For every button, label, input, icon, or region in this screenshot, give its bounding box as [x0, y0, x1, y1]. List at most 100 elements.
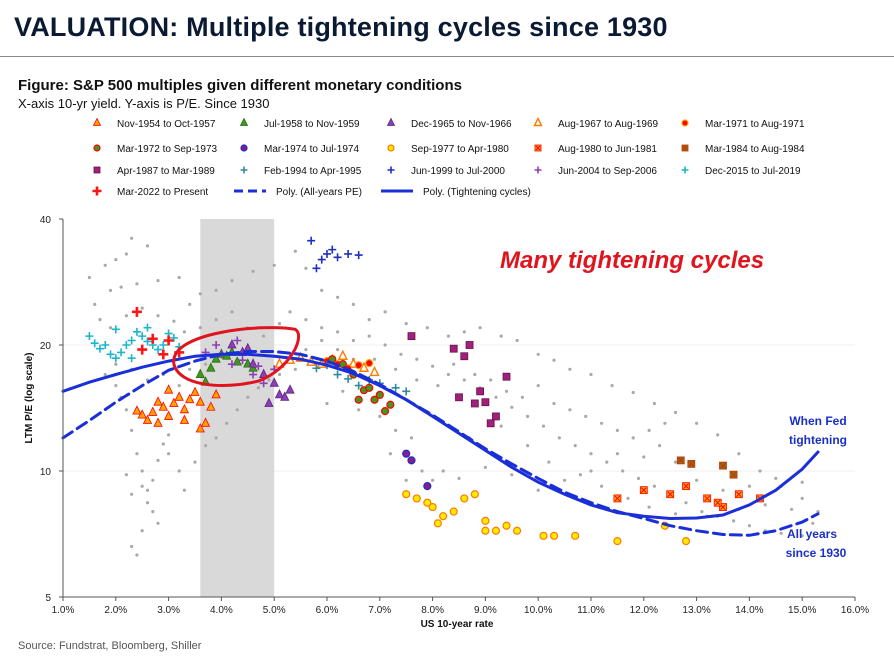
gray-point — [103, 263, 107, 267]
gray-point — [167, 433, 171, 437]
source-note: Source: Fundstrat, Bloomberg, Shiller — [18, 640, 202, 652]
data-point — [428, 502, 437, 512]
legend-marker — [239, 117, 249, 126]
gray-point — [452, 362, 456, 366]
gray-point — [267, 378, 271, 382]
legend-marker — [533, 116, 543, 127]
data-point — [122, 341, 131, 349]
data-point — [337, 349, 348, 360]
data-point — [370, 395, 379, 404]
data-point — [380, 407, 390, 416]
gray-point — [578, 473, 583, 477]
data-point — [344, 374, 353, 383]
data-point — [481, 398, 490, 407]
gray-point — [615, 428, 620, 432]
data-point — [269, 377, 279, 387]
legend-label: Feb-1994 to Apr-1995 — [264, 166, 362, 177]
gray-point — [135, 282, 139, 286]
x-tick-label: 1.0% — [52, 605, 75, 616]
gray-point — [336, 330, 340, 334]
gray-point — [325, 401, 329, 406]
gray-point — [177, 384, 181, 388]
data-point — [238, 356, 247, 365]
series-mar-1974-to-jul-1974 — [402, 449, 432, 491]
data-point — [713, 498, 722, 507]
gray-point — [167, 452, 171, 456]
legend-label: Mar-1972 to Sep-1973 — [117, 144, 218, 155]
gray-point — [489, 378, 493, 382]
legend-marker — [92, 117, 102, 126]
series-jun-1999-to-jul-2000 — [307, 236, 363, 273]
gray-point — [663, 421, 667, 425]
legend-marker — [387, 166, 395, 174]
data-point — [449, 507, 458, 516]
data-point — [492, 412, 500, 421]
data-point — [402, 490, 411, 499]
data-point — [132, 327, 141, 336]
data-point — [549, 531, 559, 540]
legend-label: Mar-1971 to Aug-1971 — [705, 119, 805, 130]
data-point — [163, 335, 174, 346]
gray-point — [161, 442, 165, 446]
data-point — [571, 531, 580, 540]
gray-point — [108, 326, 113, 330]
data-point — [682, 482, 690, 491]
gray-point — [652, 484, 657, 488]
x-tick-label: 6.0% — [316, 605, 339, 616]
gray-point — [151, 478, 155, 482]
data-point — [687, 459, 696, 468]
gray-point — [568, 408, 572, 412]
data-point — [174, 391, 184, 401]
gray-point — [204, 444, 208, 448]
gray-point — [288, 310, 292, 314]
gray-point — [673, 460, 678, 464]
data-point — [486, 419, 495, 428]
data-point — [312, 264, 321, 273]
data-point — [481, 526, 490, 535]
data-point — [407, 332, 416, 341]
poly-all-years-line — [61, 350, 820, 537]
data-point — [512, 526, 522, 535]
gray-point — [520, 395, 525, 399]
gray-point — [536, 384, 540, 388]
gray-point — [272, 263, 276, 267]
data-point — [460, 352, 469, 361]
gray-point — [631, 390, 635, 395]
data-point — [460, 494, 469, 503]
data-point — [344, 249, 353, 258]
data-point — [143, 337, 152, 346]
gray-point — [130, 544, 134, 549]
legend-label: Poly. (Tightening cycles) — [423, 187, 531, 198]
gray-point — [140, 529, 144, 533]
gray-point — [700, 510, 704, 514]
gray-point — [188, 302, 192, 306]
gray-point — [747, 524, 752, 528]
gray-point — [462, 378, 466, 382]
poly-tightening-line — [61, 352, 820, 521]
gray-point — [536, 488, 540, 492]
data-point — [666, 490, 675, 499]
data-point — [354, 361, 363, 370]
data-point — [148, 406, 158, 416]
gray-point — [568, 367, 572, 371]
data-point — [259, 379, 268, 388]
gray-point — [357, 408, 361, 412]
gray-point — [140, 306, 144, 310]
gray-point — [130, 236, 134, 240]
data-point — [159, 341, 168, 349]
gray-point — [130, 428, 134, 432]
legend-label: Dec-1965 to Nov-1966 — [411, 119, 512, 130]
gray-point — [605, 460, 609, 464]
gray-point — [182, 488, 186, 492]
data-point — [729, 470, 738, 479]
gray-point — [446, 334, 450, 338]
legend-marker — [681, 119, 689, 127]
gray-point — [673, 512, 678, 516]
data-point — [449, 344, 458, 353]
data-point — [132, 405, 142, 415]
x-tick-label: 2.0% — [104, 605, 127, 616]
data-point — [470, 399, 479, 408]
data-point — [90, 339, 99, 348]
gray-point — [140, 469, 144, 473]
gray-point — [552, 401, 556, 406]
